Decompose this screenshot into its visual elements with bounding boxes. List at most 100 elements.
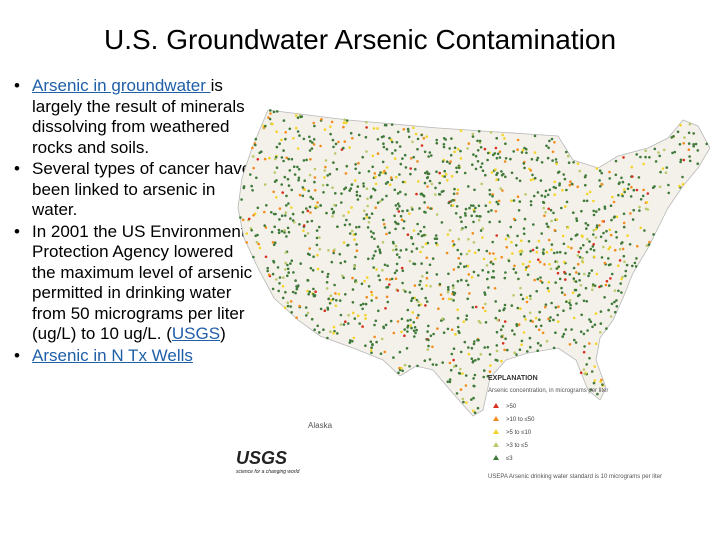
sample-dot (545, 222, 548, 226)
sample-dot (291, 212, 295, 216)
sample-dot (305, 207, 308, 210)
sample-dot (467, 185, 470, 188)
sample-dot (568, 299, 572, 302)
sample-dot (381, 160, 385, 164)
sample-dot (639, 198, 643, 201)
sample-dot (315, 243, 319, 247)
bullet-link[interactable]: Arsenic in groundwater (32, 76, 211, 95)
bullet-link[interactable]: USGS (171, 324, 221, 343)
sample-dot (446, 327, 450, 331)
sample-dot (592, 213, 596, 217)
sample-dot (252, 214, 255, 217)
bullet-link[interactable]: Arsenic in N Tx Wells (32, 345, 193, 365)
sample-dot (284, 251, 288, 254)
sample-dot (676, 130, 680, 134)
sample-dot (501, 189, 504, 192)
sample-dot (386, 264, 389, 268)
sample-dot (440, 319, 443, 322)
sample-dot (383, 169, 386, 173)
sample-dot (595, 210, 598, 213)
sample-dot (441, 297, 445, 301)
sample-dot (446, 233, 450, 236)
sample-dot (477, 357, 480, 361)
sample-dot (406, 127, 410, 131)
arsenic-map: Alaska EXPLANATION Arsenic concentration… (236, 109, 711, 480)
sample-dot (357, 133, 361, 137)
sample-dot (633, 261, 637, 265)
sample-dot (615, 299, 618, 302)
sample-dot (386, 180, 389, 184)
sample-dot (467, 346, 470, 349)
sample-dot (389, 176, 393, 179)
sample-dot (351, 301, 355, 304)
sample-dot (323, 169, 326, 172)
sample-dot (314, 290, 317, 293)
sample-dot (278, 142, 281, 145)
sample-dot (464, 384, 468, 387)
sample-dot (516, 148, 519, 151)
sample-dot (343, 260, 347, 263)
sample-dot (281, 284, 285, 288)
sample-dot (350, 183, 354, 186)
sample-dot (459, 216, 462, 219)
sample-dot (340, 192, 343, 195)
sample-dot (391, 240, 395, 244)
sample-dot (549, 316, 552, 319)
sample-dot (583, 345, 586, 348)
sample-dot (394, 220, 397, 224)
sample-dot (388, 183, 392, 186)
sample-dot (367, 285, 371, 288)
sample-dot (524, 193, 527, 196)
sample-dot (608, 177, 611, 180)
sample-dot (533, 176, 537, 180)
sample-dot (500, 170, 503, 173)
sample-dot (417, 304, 421, 307)
sample-dot (615, 236, 618, 239)
legend-subtitle: Arsenic concentration, in micrograms per… (488, 388, 608, 394)
sample-dot (312, 121, 315, 125)
sample-dot (371, 343, 374, 347)
sample-dot (299, 262, 302, 265)
sample-dot (267, 273, 271, 277)
sample-dot (517, 277, 520, 281)
sample-dot (268, 117, 272, 121)
sample-dot (503, 348, 506, 352)
sample-dot (494, 168, 497, 171)
sample-dot (308, 247, 311, 250)
sample-dot (620, 242, 623, 245)
sample-dot (447, 285, 450, 289)
sample-dot (368, 216, 371, 219)
sample-dot (556, 320, 560, 323)
sample-dot (521, 148, 525, 152)
sample-dot (365, 120, 368, 124)
sample-dot (504, 175, 507, 179)
bullet-text: is largely the result of minerals dissol… (32, 76, 245, 157)
sample-dot (420, 192, 423, 195)
sample-dot (541, 251, 545, 254)
sample-dot (466, 283, 470, 287)
sample-dot (457, 256, 460, 260)
sample-dot (311, 269, 315, 272)
sample-dot (585, 199, 589, 203)
sample-dot (517, 323, 521, 326)
sample-dot (473, 188, 476, 192)
sample-dot (488, 188, 492, 192)
sample-dot (361, 325, 364, 328)
sample-dot (533, 278, 536, 282)
sample-dot (331, 297, 335, 301)
sample-dot (466, 297, 469, 301)
sample-dot (290, 188, 293, 192)
sample-dot (389, 319, 393, 323)
sample-dot (510, 240, 513, 244)
sample-dot (639, 226, 642, 230)
sample-dot (667, 191, 670, 195)
sample-dot (582, 199, 586, 203)
sample-dot (554, 331, 557, 334)
sample-dot (296, 116, 300, 119)
sample-dot (456, 148, 460, 151)
sample-dot (273, 241, 277, 244)
sample-dot (448, 378, 452, 381)
sample-dot (353, 317, 357, 320)
sample-dot (419, 250, 422, 254)
sample-dot (365, 187, 369, 190)
